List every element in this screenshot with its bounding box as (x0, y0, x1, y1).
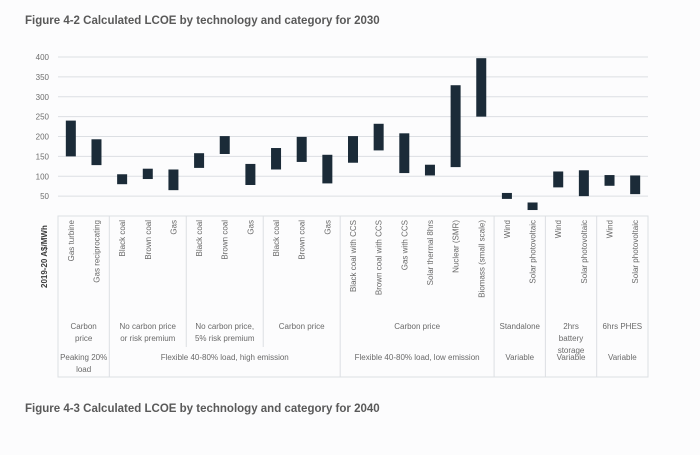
y-tick-label: 300 (36, 93, 50, 102)
range-bar (476, 58, 487, 117)
range-bar (450, 85, 461, 168)
subgroup-label: Standalone (499, 322, 540, 331)
subgroup-label: 5% risk premium (195, 334, 255, 343)
y-tick-label: 350 (36, 73, 50, 82)
category-label: Solar photovoltaic (631, 220, 640, 284)
y-tick-label: 100 (36, 172, 50, 181)
lcoe-2030-chart: 50 100 150 200 250 300 350 400 Gas turbine Gas r… (36, 53, 649, 378)
bars (65, 58, 641, 211)
range-bar (142, 168, 153, 180)
range-bar (219, 136, 230, 154)
y-tick-labels: 50 100 150 200 250 300 350 400 (36, 53, 50, 201)
category-label: Gas with CCS (400, 220, 409, 270)
category-label: Black coal (118, 220, 127, 257)
range-bar (399, 133, 410, 174)
range-bar (91, 139, 102, 166)
group-label: Flexible 40-80% load, high emission (161, 353, 289, 362)
subgroup-label: No carbon price (120, 322, 177, 331)
category-label: Solar photovoltaic (529, 220, 538, 284)
y-axis-label: 2019-20 A$/MWh (40, 225, 49, 288)
category-label: Black coal with CCS (349, 220, 358, 292)
range-bar (501, 192, 512, 199)
category-label: Gas (323, 220, 332, 235)
category-label: Biomass (small scale) (477, 220, 486, 298)
range-bar (65, 120, 76, 157)
range-bar (424, 164, 435, 176)
category-label: Black coal (195, 220, 204, 257)
group-label: Variable (505, 353, 534, 362)
subgroup-label: 6hrs PHES (603, 322, 643, 331)
range-bar (168, 169, 179, 191)
category-label: Brown coal (298, 220, 307, 260)
category-label: Brown coal with CCS (375, 220, 384, 295)
subgroup-label: battery (559, 334, 583, 343)
subgroup-label: price (75, 334, 93, 343)
range-bar (553, 171, 564, 188)
category-label: Gas (169, 220, 178, 235)
y-tick-label: 200 (36, 133, 50, 142)
category-label: Wind (554, 220, 563, 238)
group-label: Flexible 40-80% load, low emission (355, 353, 480, 362)
group-label: Variable (557, 353, 586, 362)
y-tick-label: 400 (36, 53, 50, 62)
category-table: Gas turbine Gas reciprocating Black coal Br… (57, 215, 649, 378)
category-label: Black coal (272, 220, 281, 257)
group-label: Variable (608, 353, 637, 362)
category-label: Brown coal (221, 220, 230, 260)
range-bar (373, 123, 384, 151)
figure-4-3-title: Figure 4-3 Calculated LCOE by technology… (25, 403, 380, 415)
y-tick-label: 250 (36, 113, 50, 122)
subgroup-label: Carbon (71, 322, 97, 331)
figure-4-2-title: Figure 4-2 Calculated LCOE by technology… (25, 15, 380, 27)
range-bar (117, 174, 128, 185)
group-label: load (76, 365, 91, 374)
y-tick-label: 50 (40, 192, 49, 201)
category-label: Gas (246, 220, 255, 235)
category-label: Brown coal (144, 220, 153, 260)
subgroup-label: storage (558, 346, 585, 355)
group-label: Peaking 20% (60, 353, 107, 362)
range-bar (348, 136, 358, 163)
range-bar (630, 175, 641, 195)
category-label: Wind (503, 220, 512, 238)
category-label: Solar photovoltaic (580, 220, 589, 284)
table-border (57, 215, 649, 378)
subgroup-label: No carbon price, (195, 322, 254, 331)
range-bar (271, 148, 282, 170)
range-bar (296, 136, 307, 162)
subgroup-label: Carbon price (279, 322, 325, 331)
range-bar (604, 175, 615, 186)
range-bar (194, 153, 205, 168)
subgroup-label: or risk premium (120, 334, 175, 343)
category-label: Nuclear (SMR) (452, 220, 461, 273)
subgroup-label: Carbon price (394, 322, 440, 331)
range-bar (245, 163, 256, 185)
range-bar (578, 170, 589, 197)
range-bar (527, 202, 538, 211)
category-label: Solar thermal 8hrs (426, 220, 435, 285)
category-label: Gas reciprocating (92, 220, 101, 283)
category-label: Wind (606, 220, 615, 238)
range-bar (322, 154, 333, 184)
y-tick-label: 150 (36, 152, 50, 161)
subgroup-label: 2hrs (563, 322, 579, 331)
category-label: Gas turbine (67, 219, 76, 261)
